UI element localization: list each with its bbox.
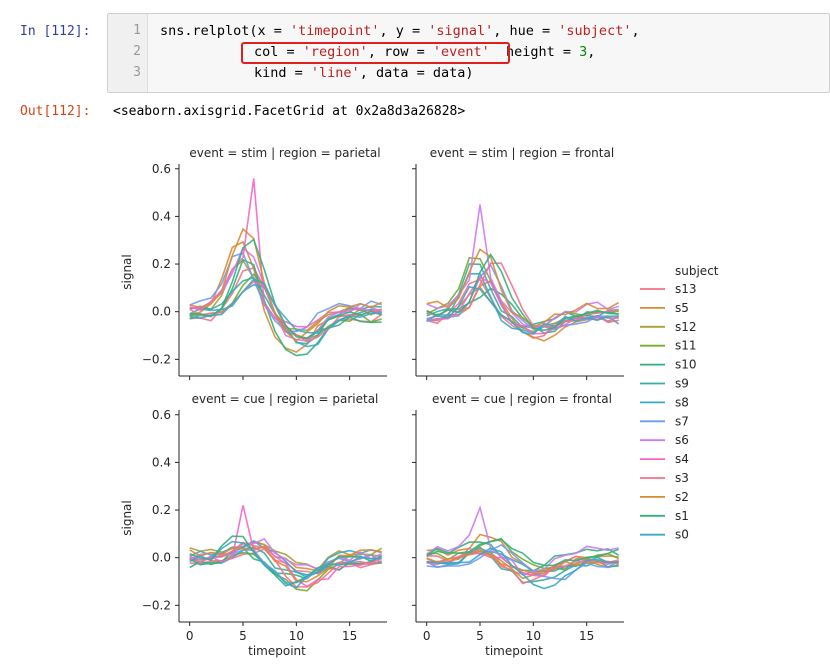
y-tick-label: 0.0 — [152, 305, 171, 319]
legend-label: s13 — [675, 282, 697, 296]
y-axis-label: signal — [120, 500, 134, 536]
legend-label: s3 — [675, 471, 689, 485]
series-line-s2 — [189, 546, 382, 583]
legend-label: s2 — [675, 490, 689, 504]
legend-label: s5 — [675, 301, 689, 315]
legend-label: s7 — [675, 414, 689, 428]
output-prompt: Out[112]: — [20, 104, 91, 119]
legend-label: s1 — [675, 509, 689, 523]
y-axis-label: signal — [120, 254, 134, 290]
series-line-s2 — [426, 248, 620, 329]
y-tick-label: 0.0 — [152, 551, 171, 565]
panel-title: event = cue | region = frontal — [432, 392, 612, 406]
y-tick-label: −0.2 — [142, 598, 171, 612]
code-cell[interactable]: 1 2 3 sns.relplot(x = 'timepoint', y = '… — [107, 13, 830, 93]
y-tick-label: 0.2 — [152, 257, 171, 271]
line-number: 1 — [133, 23, 141, 38]
series-line-s7 — [426, 263, 620, 331]
x-axis-label: timepoint — [485, 644, 543, 658]
legend-label: s10 — [675, 358, 697, 372]
series-line-s1 — [189, 535, 383, 587]
series-line-s12 — [189, 540, 383, 571]
series-line-s1 — [426, 538, 619, 567]
series-line-s0 — [426, 285, 619, 335]
y-tick-label: 0.6 — [152, 408, 171, 422]
legend-label: s8 — [675, 395, 689, 409]
series-line-s0 — [189, 278, 382, 334]
input-prompt: In [112]: — [20, 24, 91, 39]
legend-label: s0 — [675, 528, 689, 542]
y-tick-label: 0.6 — [152, 162, 171, 176]
series-line-s3 — [189, 280, 382, 343]
legend-label: s12 — [675, 320, 697, 334]
series-line-s0 — [189, 540, 382, 589]
series-line-s1 — [189, 238, 382, 340]
legend-label: s4 — [675, 452, 689, 466]
series-line-s1 — [426, 252, 619, 332]
legend-label: s9 — [675, 377, 689, 391]
legend-label: s11 — [675, 339, 697, 353]
series-line-s2 — [189, 227, 383, 343]
x-tick-label: 10 — [526, 629, 541, 643]
x-tick-label: 10 — [289, 629, 304, 643]
x-tick-label: 5 — [239, 629, 247, 643]
y-tick-label: 0.4 — [152, 209, 171, 223]
series-line-s4 — [426, 551, 619, 578]
series-line-s2 — [426, 549, 619, 575]
code-line-3[interactable]: kind = 'line', data = data) — [254, 65, 474, 81]
series-line-s4 — [189, 505, 383, 588]
code-line-2[interactable]: col = 'region', row = 'event' height = 3… — [254, 44, 596, 60]
line-number: 3 — [133, 65, 141, 80]
line-number-gutter: 1 2 3 — [108, 14, 148, 92]
line-number: 2 — [133, 44, 141, 59]
output-text: <seaborn.axisgrid.FacetGrid at 0x2a8d3a2… — [113, 104, 466, 119]
highlight-box — [241, 42, 510, 64]
series-line-s0 — [426, 547, 619, 590]
y-tick-label: 0.2 — [152, 503, 171, 517]
x-tick-label: 0 — [423, 629, 431, 643]
code-line-1[interactable]: sns.relplot(x = 'timepoint', y = 'signal… — [160, 23, 640, 39]
panel-title: event = cue | region = parietal — [192, 392, 379, 406]
x-tick-label: 15 — [579, 629, 594, 643]
series-line-s4 — [189, 178, 382, 328]
y-tick-label: 0.4 — [152, 455, 171, 469]
legend-title: subject — [675, 264, 719, 278]
x-tick-label: 15 — [342, 629, 357, 643]
panel-title: event = stim | region = parietal — [189, 146, 380, 160]
x-axis-label: timepoint — [248, 644, 306, 658]
y-tick-label: −0.2 — [142, 352, 171, 366]
x-tick-label: 0 — [186, 629, 194, 643]
panel-title: event = stim | region = frontal — [430, 146, 614, 160]
legend-label: s6 — [675, 433, 689, 447]
x-tick-label: 5 — [476, 629, 484, 643]
